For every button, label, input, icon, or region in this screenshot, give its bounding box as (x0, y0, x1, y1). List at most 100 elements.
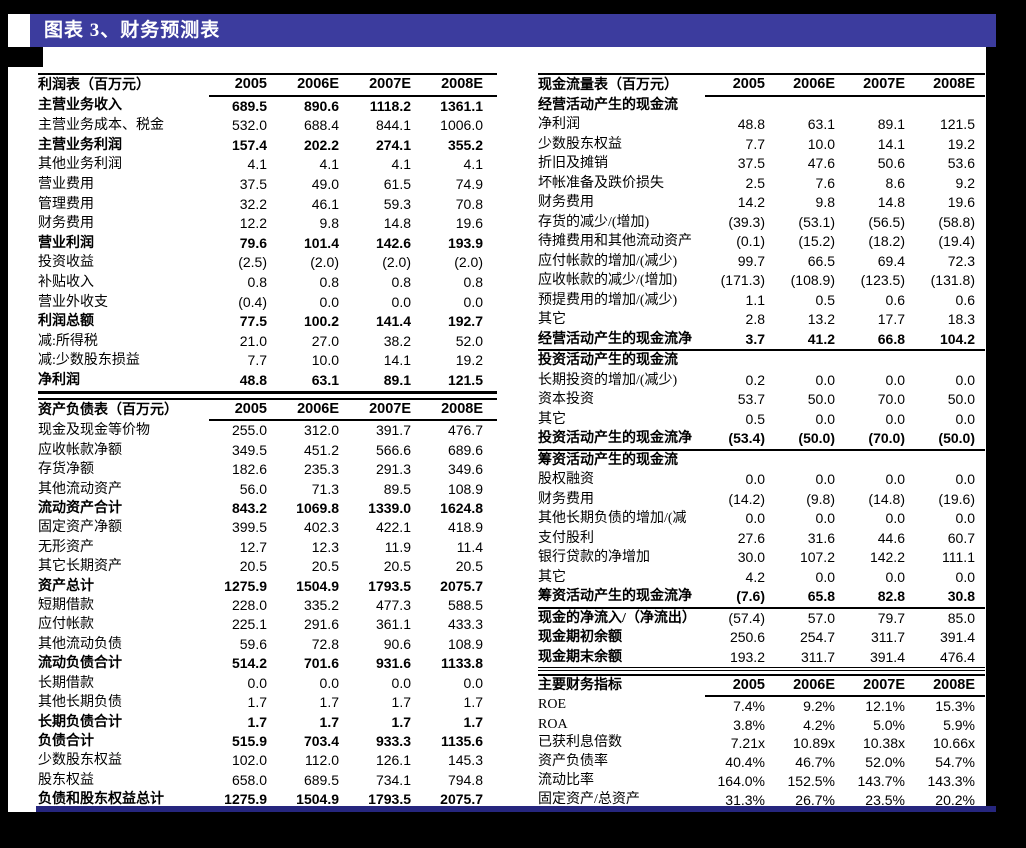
year-header: 2006E (775, 74, 845, 97)
row-label: 待摊费用和其他流动资产 (538, 234, 692, 249)
row-label: 其他业务利润 (38, 157, 122, 173)
table-row: 固定资产净额 399.5 402.3 422.1 418.9 (38, 518, 497, 537)
cell-value: 52.0% (865, 754, 905, 771)
table-row: 存货的减少/(增加) (39.3) (53.1) (56.5) (58.8) (538, 213, 985, 233)
cell-value: 451.2 (303, 441, 339, 458)
row-label: 应收帐款的减少/(增加) (538, 273, 678, 288)
title-bar-shadow (0, 47, 43, 67)
cell-value: 1006.0 (440, 117, 483, 134)
row-label: 坏帐准备及跌价损失 (538, 175, 664, 191)
row-label: 其他流动资产 (38, 481, 122, 497)
cell-value: 4.2% (803, 716, 835, 733)
table-row: 现金及现金等价物 255.0 312.0 391.7 476.7 (38, 420, 497, 440)
cell-value: 32.2 (239, 195, 267, 212)
cell-value: 89.1 (353, 370, 425, 394)
cell-value: 11.9 (384, 538, 411, 555)
cell-value: 79.7 (877, 609, 905, 626)
cash-flow-table: 现金流量表（百万元） 2005 2006E 2007E 2008E 经营活动产生的现金流净… (538, 73, 985, 671)
row-label: 经营活动产生的现金流净 (538, 329, 705, 351)
cell-value: 70.8 (455, 195, 483, 212)
row-label: 存货的减少/(增加) (538, 214, 650, 230)
cell-value: 31.3% (725, 791, 765, 808)
cell-value: 59.3 (383, 195, 411, 212)
table-row: 少数股东权益 7.7 10.0 14.1 19.2 (538, 135, 985, 155)
table-row: 折旧及摊销 37.5 47.6 50.6 53.6 (538, 154, 985, 174)
cell-value: 0.0 (815, 568, 835, 585)
cell-value: 9.8 (815, 194, 835, 210)
table-row: 主营业务利润 157.4 202.2 274.1 355.2 (38, 136, 497, 156)
cell-value: 689.5 (231, 97, 267, 114)
cell-value: 50.0 (947, 391, 975, 407)
table-row: 短期借款 228.0 335.2 477.3 588.5 (38, 596, 497, 615)
row-label: 筹资活动产生的现金流净 (538, 587, 705, 609)
cell-value: 20.5 (239, 558, 267, 575)
cell-value: 11.4 (456, 538, 483, 555)
cell-value: 20.2% (935, 791, 975, 808)
cell-value: 14.1 (383, 352, 411, 369)
cell-value: (2.5) (238, 254, 267, 271)
cell-value: 12.7 (239, 538, 267, 555)
table-row: 财务费用 12.2 9.8 14.8 19.6 (38, 214, 497, 234)
row-label: 营业外收支 (38, 294, 108, 310)
cell-value (705, 96, 775, 116)
cell-value: 0.2 (745, 371, 765, 388)
row-label: 其它 (538, 411, 566, 427)
table-row: 其他长期负债 1.7 1.7 1.7 1.7 (38, 693, 497, 712)
cell-value: 291.6 (303, 616, 339, 633)
cell-value: 1.7 (391, 713, 411, 730)
row-label: 投资收益 (38, 255, 94, 271)
cell-value (915, 450, 985, 471)
table-row: 其它 0.5 0.0 0.0 0.0 (538, 410, 985, 430)
cell-value: 933.3 (375, 732, 411, 749)
row-label: 预提费用的增加/(减少) (538, 292, 678, 308)
table-row: 应付帐款的增加/(减少) 99.7 66.5 69.4 72.3 (538, 252, 985, 272)
table-row: 管理费用 32.2 46.1 59.3 70.8 (38, 195, 497, 215)
cell-value: 59.6 (239, 635, 267, 652)
cell-value: 14.1 (877, 135, 905, 152)
cell-value: 0.5 (815, 291, 835, 308)
table-row: 其他长期负债的增加/(减 0.0 0.0 0.0 0.0 (538, 509, 985, 529)
table-row: 流动负债合计 514.2 701.6 931.6 1133.8 (38, 654, 497, 673)
cell-value: 100.2 (303, 313, 339, 330)
cell-value: 74.9 (455, 175, 483, 192)
table-row: 营业利润 79.6 101.4 142.6 193.9 (38, 234, 497, 254)
cell-value: 843.2 (231, 500, 267, 517)
table-header-row: 主要财务指标 2005 2006E 2007E 2008E (538, 675, 985, 697)
table-row: 股东权益 658.0 689.5 734.1 794.8 (38, 771, 497, 790)
cell-value: 3.8% (733, 716, 765, 733)
cell-value: (18.2) (868, 233, 905, 249)
row-label: 减:少数股东损益 (38, 353, 140, 369)
cell-value: 5.0% (873, 716, 905, 733)
cell-value: 734.1 (375, 771, 411, 788)
row-label: 利润总额 (38, 314, 94, 330)
row-label: 减:所得税 (38, 333, 98, 349)
cell-value: 391.4 (845, 647, 915, 671)
row-label: 净利润 (38, 370, 209, 394)
cell-value: 108.9 (447, 635, 483, 652)
row-label: 支付股利 (538, 530, 594, 546)
cell-value: 1.7 (463, 694, 483, 711)
cell-value: 1135.6 (440, 732, 483, 749)
table-row: 应付帐款 225.1 291.6 361.1 433.3 (38, 615, 497, 634)
figure-title-bar: 图表 3、财务预测表 (30, 14, 996, 47)
cell-value: 102.0 (231, 752, 267, 769)
cell-value: 143.7% (857, 772, 905, 789)
cell-value: 0.0 (319, 293, 339, 310)
cell-value: 0.0 (885, 510, 905, 526)
cell-value: 31.6 (807, 529, 835, 546)
cell-value: 0.0 (955, 510, 975, 526)
cell-value: 1.7 (319, 713, 339, 730)
cell-value: 476.4 (915, 647, 985, 671)
row-label: ROA (538, 716, 568, 732)
table-row: 预提费用的增加/(减少) 1.1 0.5 0.6 0.6 (538, 291, 985, 311)
cell-value: 18.3 (947, 311, 975, 327)
cell-value: 157.4 (231, 136, 267, 153)
row-label: 营业费用 (38, 176, 94, 192)
cell-value: 2.5 (745, 174, 765, 191)
cell-value: 255.0 (231, 422, 267, 439)
cell-value: 0.6 (955, 291, 975, 308)
cell-value: 349.5 (231, 441, 267, 458)
year-header: 2007E (845, 74, 915, 97)
table-title: 资产负债表（百万元） (38, 402, 178, 418)
year-header: 2008E (425, 74, 497, 97)
